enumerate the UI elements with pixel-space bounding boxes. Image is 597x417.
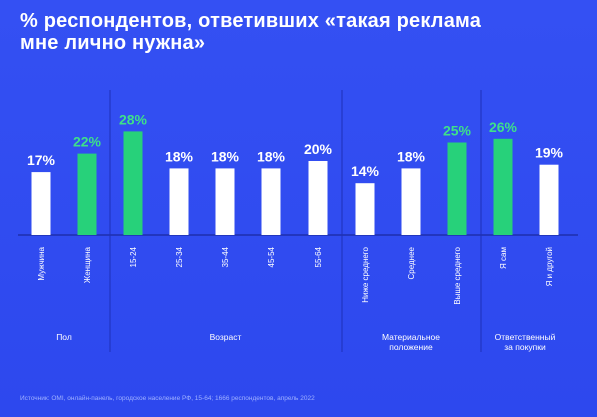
group-label-line: за покупки (504, 342, 546, 352)
category-label-5: 35-44 (221, 246, 230, 267)
category-label-7: 55-64 (314, 246, 323, 267)
category-label-10: Выше среднего (453, 246, 462, 304)
bar-7 (308, 161, 328, 235)
category-label-3: 15-24 (129, 246, 138, 267)
category-label-8: Ниже среднего (361, 246, 370, 302)
category-label-11: Я сам (499, 247, 508, 269)
group-label-3: Материальное положение (382, 332, 440, 352)
bar-3 (123, 131, 143, 235)
bar-2 (77, 153, 97, 235)
group-label-line: Материальное (382, 332, 440, 342)
group-label-4: Ответственный за покупки (495, 332, 556, 352)
group-label-line: Ответственный (495, 332, 556, 342)
category-label-12: Я и другой (545, 247, 554, 286)
source-note: Источник: OMI, онлайн-панель, городское … (20, 395, 315, 402)
bar-9 (401, 168, 421, 235)
chart-title-line-1: % респондентов, ответивших «такая реклам… (20, 10, 482, 32)
category-label-9: Среднее (407, 246, 416, 279)
group-label-1: Пол (56, 332, 72, 342)
value-label-12: 19% (535, 145, 564, 161)
bar-11 (493, 138, 513, 235)
category-label-6: 45-54 (267, 246, 276, 267)
bar-6 (261, 168, 281, 235)
value-label-1: 17% (27, 152, 56, 168)
value-label-11: 26% (489, 119, 518, 135)
value-label-4: 18% (165, 148, 194, 164)
category-label-2: Женщина (83, 246, 92, 283)
bar-12 (539, 164, 559, 235)
group-label-2: Возраст (210, 332, 242, 342)
value-label-7: 20% (304, 141, 333, 157)
group-label-line: Возраст (210, 332, 242, 342)
bar-8 (355, 183, 375, 235)
value-label-9: 18% (397, 148, 426, 164)
bar-4 (169, 168, 189, 235)
group-label-line: положение (389, 342, 433, 352)
value-label-6: 18% (257, 148, 286, 164)
value-label-3: 28% (119, 111, 148, 127)
bar-5 (215, 168, 235, 235)
category-label-1: Мужчина (37, 246, 46, 280)
bar-10 (447, 142, 467, 235)
value-label-8: 14% (351, 163, 380, 179)
value-label-10: 25% (443, 123, 472, 139)
value-label-2: 22% (73, 134, 102, 150)
chart-title-line-2: мне лично нужна» (20, 32, 206, 54)
group-label-line: Пол (56, 332, 72, 342)
category-label-4: 25-34 (175, 246, 184, 267)
bar-1 (31, 172, 51, 235)
value-label-5: 18% (211, 148, 240, 164)
